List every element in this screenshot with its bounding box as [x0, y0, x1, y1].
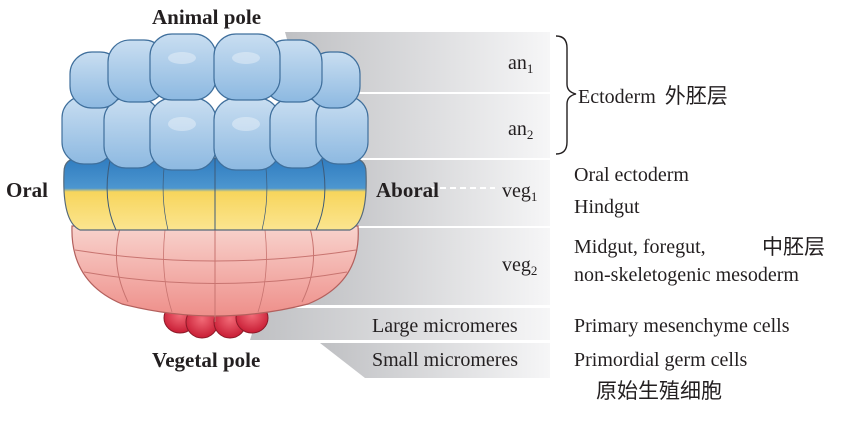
blastomere [149, 33, 217, 101]
veg2-tier [71, 225, 359, 322]
fate-germ-cn: 原始生殖细胞 [596, 379, 722, 403]
fate-ectoderm-cn: 外胚层 [664, 84, 728, 108]
ectoderm-brace [555, 35, 577, 155]
tier-label-small-micromeres: Small micromeres [372, 349, 519, 371]
fate-midgut-line2: non-skeletogenic mesoderm [574, 264, 799, 286]
vegetal-pole-label: Vegetal pole [152, 348, 261, 372]
fate-primary-mesenchyme: Primary mesenchyme cells [574, 315, 790, 337]
band-small-micromeres [320, 343, 550, 378]
band-veg2 [300, 228, 550, 305]
highlights [168, 52, 260, 131]
band-large-micromeres [250, 308, 550, 340]
tier-label-large-micromeres: Large micromeres [372, 315, 518, 337]
animal-pole-label: Animal pole [152, 5, 262, 29]
tier-label-veg2: veg2 [502, 254, 538, 278]
fate-midgut-line1: Midgut, foregut, [574, 236, 706, 258]
tier-label-an1: an1 [508, 52, 534, 76]
veg1-tier [63, 157, 367, 231]
oral-label: Oral [6, 178, 48, 202]
fate-oral-ectoderm: Oral ectoderm [574, 164, 689, 186]
blastomere [213, 33, 281, 101]
fate-mesoderm-cn: 中胚层 [762, 235, 825, 259]
tier-label-an2: an2 [508, 118, 534, 142]
fate-primordial-germ: Primordial germ cells [574, 349, 748, 371]
fate-ectoderm: Ectoderm 外胚层 [578, 84, 728, 108]
an2-tier [61, 95, 369, 171]
tier-label-veg1: veg1 [502, 180, 538, 204]
fate-hindgut: Hindgut [574, 196, 640, 218]
aboral-label: Aboral [376, 178, 439, 202]
blastomere [149, 97, 217, 171]
an1-tier [69, 33, 361, 109]
band-veg1 [320, 160, 550, 226]
